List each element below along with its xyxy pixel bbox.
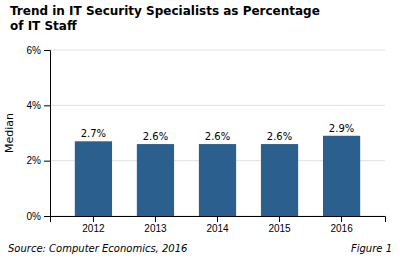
x-tick: 2012 [82,216,105,234]
x-axis: 2012 2013 2014 2015 2016 [51,216,386,234]
x-axis-line [51,217,386,223]
x-tick: 2013 [144,216,167,234]
data-labels: 2.7% 2.6% 2.6% 2.6% 2.9% [81,123,355,142]
data-label: 2.9% [329,123,354,134]
bars [75,136,360,216]
y-tick-mark [44,105,50,106]
data-label: 2.7% [81,128,106,139]
y-axis-title: Median [3,113,16,153]
x-tick-label: 2016 [330,223,353,234]
y-tick-label: 4% [27,100,42,111]
grid-line [50,105,385,106]
chart-title: Trend in IT Security Specialists as Perc… [10,4,320,33]
bar [137,144,174,216]
y-tick: 4% [27,100,50,111]
chart-title-line: of IT Staff [10,19,77,33]
x-tick-mark [217,216,218,222]
x-tick-mark [341,216,342,222]
x-tick: 2016 [330,216,353,234]
y-tick-mark [44,216,50,217]
grid-line [50,50,385,51]
x-tick-label: 2014 [206,223,229,234]
y-tick-label: 6% [27,45,42,56]
x-tick-mark [279,216,280,222]
y-axis-line [44,51,51,217]
data-label: 2.6% [267,131,292,142]
x-tick-mark [93,216,94,222]
x-tick-label: 2012 [82,223,105,234]
y-tick: 0% [27,211,50,222]
bar [323,136,360,216]
x-tick-label: 2013 [144,223,167,234]
chart-svg: Trend in IT Security Specialists as Perc… [0,0,400,258]
bar [261,144,298,216]
y-axis: 0% 2% 4% 6% [27,45,51,222]
bar [199,144,236,216]
chart-title-line: Trend in IT Security Specialists as Perc… [10,4,320,18]
y-tick-label: 0% [27,211,42,222]
data-label: 2.6% [143,131,168,142]
grid [50,50,385,216]
x-tick-mark [155,216,156,222]
plot-area: 2.7% 2.6% 2.6% 2.6% 2.9% 0% 2% 4% 6% 2012 2013 2014… [27,45,386,234]
bar [75,141,112,216]
x-tick: 2014 [206,216,229,234]
y-tick-label: 2% [27,155,42,166]
y-tick-mark [44,161,50,162]
annotation: Figure 1 [351,243,392,254]
chart-container: Trend in IT Security Specialists as Perc… [0,0,400,258]
data-label: 2.6% [205,131,230,142]
x-tick: 2015 [268,216,291,234]
y-tick-mark [44,50,50,51]
annotation: Source: Computer Economics, 2016 [8,243,187,254]
x-tick-label: 2015 [268,223,291,234]
y-tick: 6% [27,45,50,56]
y-tick: 2% [27,155,50,166]
